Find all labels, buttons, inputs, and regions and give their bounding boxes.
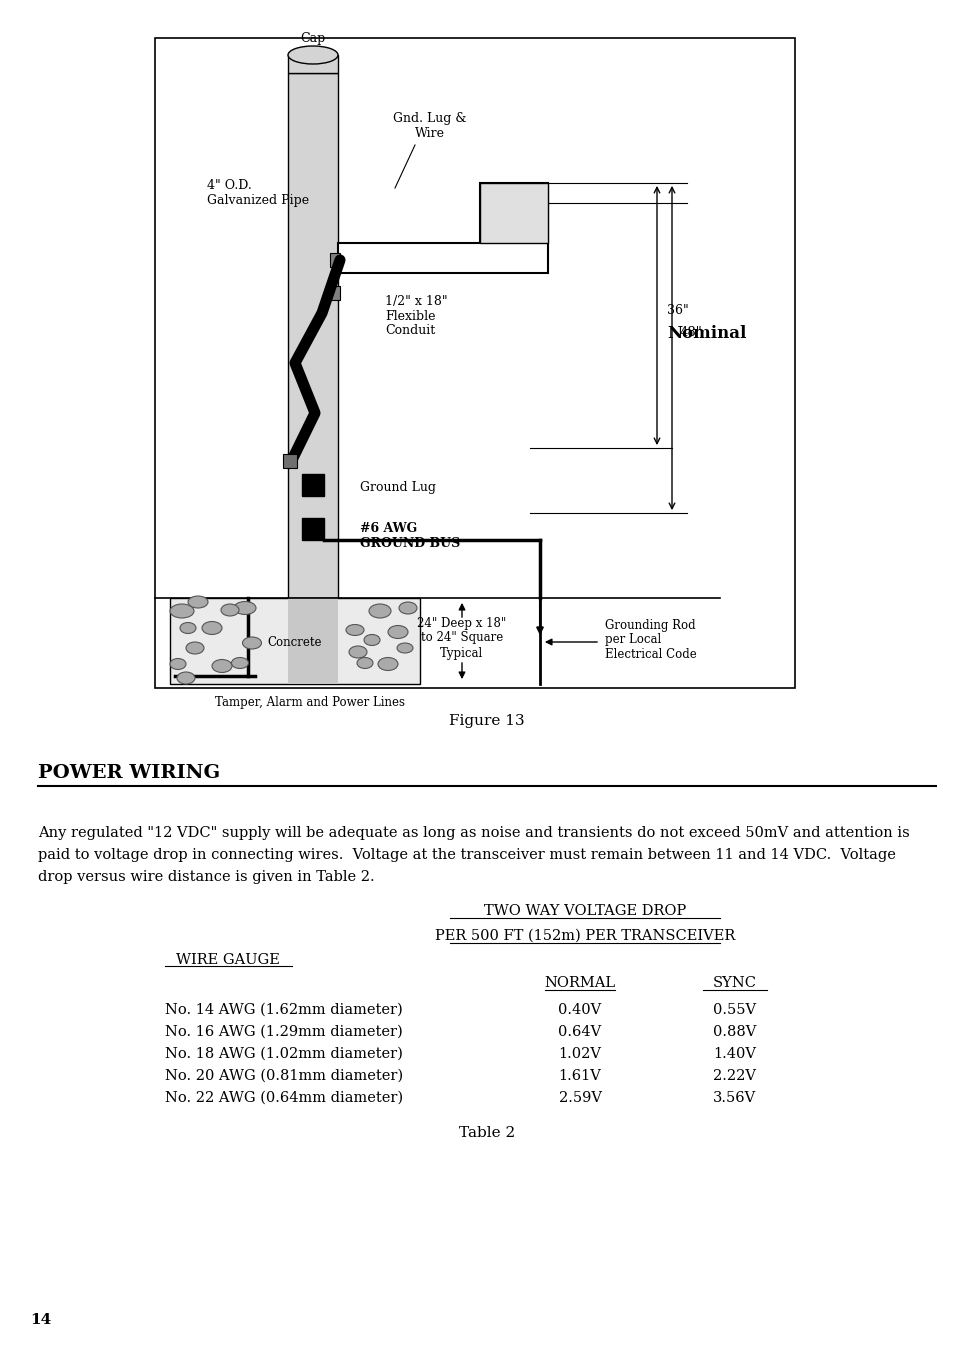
Ellipse shape [369, 604, 391, 618]
Ellipse shape [186, 642, 204, 655]
Text: NORMAL: NORMAL [544, 976, 616, 990]
Text: Concrete: Concrete [268, 637, 322, 649]
Text: 14: 14 [30, 1313, 52, 1327]
Ellipse shape [177, 672, 195, 684]
Text: 2.22V: 2.22V [714, 1069, 757, 1082]
Ellipse shape [346, 625, 364, 636]
Text: Any regulated "12 VDC" supply will be adequate as long as noise and transients d: Any regulated "12 VDC" supply will be ad… [38, 826, 910, 841]
Ellipse shape [170, 659, 186, 669]
Text: Nominal: Nominal [667, 325, 746, 342]
Bar [155, 38, 795, 689]
Ellipse shape [349, 646, 367, 659]
Text: Ground Lug: Ground Lug [360, 482, 436, 494]
Text: drop versus wire distance is given in Table 2.: drop versus wire distance is given in Ta… [38, 870, 375, 884]
Text: POWER WIRING: POWER WIRING [38, 765, 220, 782]
Text: Cap: Cap [300, 33, 325, 45]
Bar [170, 598, 420, 684]
Text: 1/2" x 18"
Flexible
Conduit: 1/2" x 18" Flexible Conduit [385, 295, 448, 338]
Text: 2.59V: 2.59V [558, 1090, 602, 1105]
Bar [283, 454, 297, 469]
Bar [302, 517, 324, 540]
Polygon shape [480, 183, 548, 243]
Text: 0.40V: 0.40V [558, 1004, 602, 1017]
Text: 0.88V: 0.88V [713, 1025, 757, 1039]
Ellipse shape [364, 634, 380, 645]
Text: Table 2: Table 2 [459, 1126, 515, 1139]
Text: 36": 36" [667, 304, 689, 316]
Ellipse shape [180, 622, 196, 633]
Text: WIRE GAUGE: WIRE GAUGE [176, 953, 280, 967]
Text: 1.02V: 1.02V [558, 1047, 602, 1061]
Text: Grounding Rod
per Local
Electrical Code: Grounding Rod per Local Electrical Code [605, 618, 696, 661]
Ellipse shape [399, 602, 417, 614]
Ellipse shape [232, 657, 248, 668]
Bar [288, 73, 338, 598]
Text: No. 14 AWG (1.62mm diameter): No. 14 AWG (1.62mm diameter) [165, 1004, 403, 1017]
Text: Tamper, Alarm and Power Lines: Tamper, Alarm and Power Lines [215, 697, 405, 709]
Ellipse shape [388, 626, 408, 638]
Text: 1.40V: 1.40V [714, 1047, 757, 1061]
Text: #6 AWG
GROUND BUS: #6 AWG GROUND BUS [360, 521, 461, 550]
Ellipse shape [243, 637, 261, 649]
Text: SYNC: SYNC [713, 976, 757, 990]
Text: No. 16 AWG (1.29mm diameter): No. 16 AWG (1.29mm diameter) [165, 1025, 403, 1039]
Text: TWO WAY VOLTAGE DROP: TWO WAY VOLTAGE DROP [484, 904, 686, 918]
Polygon shape [338, 183, 548, 273]
Ellipse shape [288, 46, 338, 64]
Text: 0.64V: 0.64V [558, 1025, 602, 1039]
Ellipse shape [378, 657, 398, 671]
Bar [330, 287, 340, 300]
Ellipse shape [202, 622, 222, 634]
Text: paid to voltage drop in connecting wires.  Voltage at the transceiver must remai: paid to voltage drop in connecting wires… [38, 847, 896, 862]
Ellipse shape [188, 596, 208, 608]
Text: 24" Deep x 18"
to 24" Square
Typical: 24" Deep x 18" to 24" Square Typical [418, 617, 506, 660]
Ellipse shape [357, 657, 373, 668]
Text: 3.56V: 3.56V [713, 1090, 757, 1105]
Text: No. 20 AWG (0.81mm diameter): No. 20 AWG (0.81mm diameter) [165, 1069, 403, 1082]
Ellipse shape [221, 604, 239, 617]
Text: Figure 13: Figure 13 [449, 714, 525, 728]
Ellipse shape [212, 660, 232, 672]
Text: 0.55V: 0.55V [713, 1004, 757, 1017]
Bar [288, 598, 338, 684]
Text: No. 18 AWG (1.02mm diameter): No. 18 AWG (1.02mm diameter) [165, 1047, 403, 1061]
Bar [288, 56, 338, 73]
Text: No. 22 AWG (0.64mm diameter): No. 22 AWG (0.64mm diameter) [165, 1090, 403, 1105]
Text: 4" O.D.
Galvanized Pipe: 4" O.D. Galvanized Pipe [207, 179, 309, 206]
Text: 1.61V: 1.61V [558, 1069, 601, 1082]
Text: Gnd. Lug &
Wire: Gnd. Lug & Wire [393, 111, 467, 140]
Text: 48": 48" [680, 326, 703, 340]
Ellipse shape [397, 642, 413, 653]
Bar [330, 253, 340, 268]
Bar [302, 474, 324, 496]
Text: PER 500 FT (152m) PER TRANSCEIVER: PER 500 FT (152m) PER TRANSCEIVER [434, 929, 735, 942]
Ellipse shape [170, 604, 194, 618]
Ellipse shape [234, 602, 256, 615]
